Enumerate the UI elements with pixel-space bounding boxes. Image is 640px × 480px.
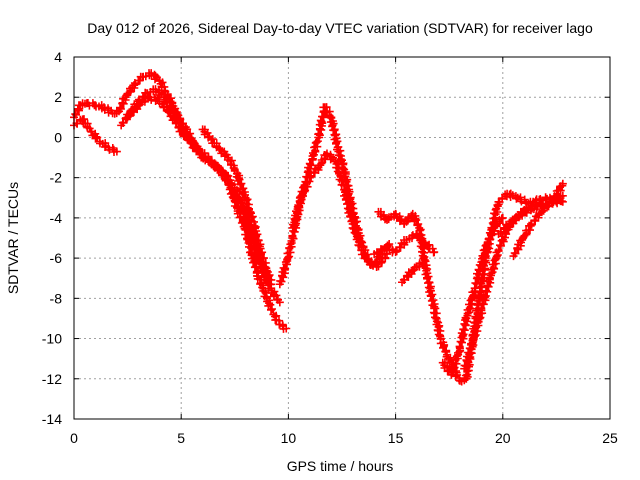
x-tick-label: 20 xyxy=(495,430,511,446)
series-arc-4 xyxy=(123,93,272,287)
data-point-markers xyxy=(288,149,392,271)
data-point-markers xyxy=(438,213,507,379)
data-point-markers xyxy=(494,179,567,238)
y-tick-label: -8 xyxy=(50,290,63,306)
y-tick-label: -6 xyxy=(50,250,63,266)
x-tick-label: 5 xyxy=(177,430,185,446)
data-point-markers xyxy=(123,93,272,287)
y-tick-label: 0 xyxy=(54,129,62,145)
x-tick-label: 25 xyxy=(602,430,618,446)
chart-title: Day 012 of 2026, Sidereal Day-to-day VTE… xyxy=(87,20,593,36)
series-arc-14 xyxy=(494,179,567,238)
series-arc-1 xyxy=(70,69,291,333)
data-point-markers xyxy=(70,69,291,333)
x-tick-label: 0 xyxy=(70,430,78,446)
y-axis-title: SDTVAR / TECUs xyxy=(5,182,21,294)
y-tick-label: -12 xyxy=(42,371,62,387)
series-arc-11 xyxy=(438,213,507,379)
grid xyxy=(74,57,610,419)
series-arc-2 xyxy=(70,115,121,156)
data-point-markers xyxy=(198,125,276,289)
y-tick-label: -14 xyxy=(42,411,62,427)
series-arc-10 xyxy=(398,258,428,287)
series-arc-7 xyxy=(288,149,392,271)
y-tick-label: 4 xyxy=(54,49,62,65)
x-axis-title: GPS time / hours xyxy=(287,458,394,474)
plot-frame xyxy=(73,56,611,420)
data-point-markers xyxy=(70,115,121,156)
y-tick-label: -10 xyxy=(42,331,62,347)
y-tick-label: -4 xyxy=(50,210,63,226)
axis-ticks xyxy=(73,56,611,420)
data-points xyxy=(70,69,567,386)
x-tick-label: 10 xyxy=(281,430,297,446)
x-tick-label: 15 xyxy=(388,430,404,446)
series-arc-9 xyxy=(370,229,439,259)
y-tick-label: 2 xyxy=(54,89,62,105)
data-point-markers xyxy=(398,258,428,287)
y-tick-label: -2 xyxy=(50,170,63,186)
data-point-markers xyxy=(370,229,439,259)
series-arc-5 xyxy=(198,125,276,289)
